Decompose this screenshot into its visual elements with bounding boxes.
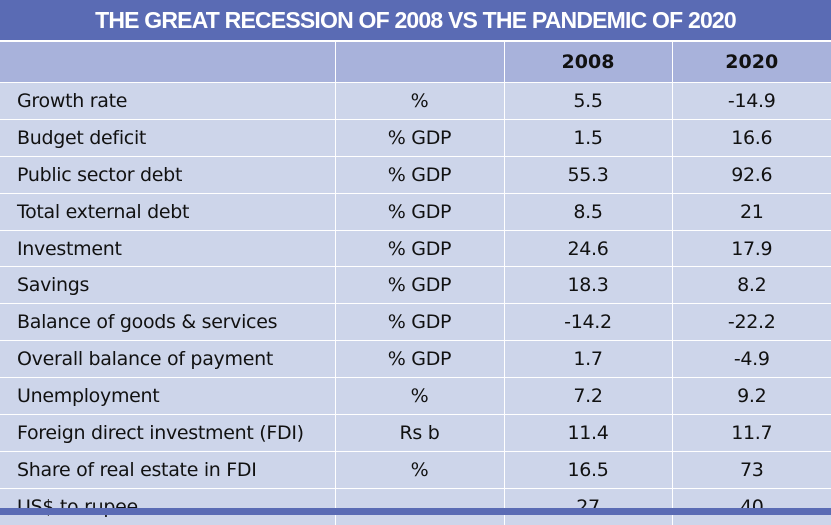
row-unit: % GDP bbox=[334, 266, 504, 304]
row-value-2020: -14.9 bbox=[671, 82, 831, 120]
table-row: Growth rate % 5.5 -14.9 bbox=[0, 82, 831, 120]
row-unit: % GDP bbox=[334, 193, 504, 231]
table-row: US$ to rupee 27 40 bbox=[0, 488, 831, 525]
row-value-2020: 92.6 bbox=[671, 156, 831, 194]
table-row: Public sector debt % GDP 55.3 92.6 bbox=[0, 156, 831, 194]
row-indicator: Total external debt bbox=[17, 200, 190, 223]
table-row: Total external debt % GDP 8.5 21 bbox=[0, 193, 831, 231]
table-row: Savings % GDP 18.3 8.2 bbox=[0, 266, 831, 304]
row-value-2008: 1.7 bbox=[503, 340, 672, 378]
row-value-2020: 9.2 bbox=[671, 377, 831, 415]
row-indicator: US$ to rupee bbox=[17, 495, 138, 518]
row-indicator: Overall balance of payment bbox=[17, 348, 273, 371]
row-value-2020: 16.6 bbox=[671, 119, 831, 157]
row-indicator: Unemployment bbox=[17, 385, 160, 408]
row-unit: % bbox=[334, 82, 504, 120]
row-value-2020: 21 bbox=[671, 193, 831, 231]
row-value-2008: 8.5 bbox=[503, 193, 672, 231]
row-unit: % GDP bbox=[334, 303, 504, 341]
row-value-2008: 18.3 bbox=[503, 266, 672, 304]
header-row: 2008 2020 bbox=[0, 42, 831, 83]
header-year-2020: 2020 bbox=[671, 42, 831, 83]
header-year-2008: 2008 bbox=[503, 42, 672, 83]
row-unit: % bbox=[334, 377, 504, 415]
header-indicator bbox=[0, 42, 335, 83]
row-value-2008: 7.2 bbox=[503, 377, 672, 415]
row-value-2020: 17.9 bbox=[671, 230, 831, 267]
table-row: Investment % GDP 24.6 17.9 bbox=[0, 230, 831, 267]
row-value-2008: 27 bbox=[503, 488, 672, 525]
row-value-2008: 1.5 bbox=[503, 119, 672, 157]
row-indicator: Public sector debt bbox=[17, 163, 183, 186]
row-value-2020: 8.2 bbox=[671, 266, 831, 304]
row-indicator: Share of real estate in FDI bbox=[17, 458, 257, 481]
bottom-bar bbox=[0, 508, 831, 515]
row-unit: Rs b bbox=[334, 414, 504, 452]
row-unit: % GDP bbox=[334, 230, 504, 267]
row-value-2008: 11.4 bbox=[503, 414, 672, 452]
row-unit: % bbox=[334, 451, 504, 489]
row-unit bbox=[334, 488, 504, 525]
row-indicator: Investment bbox=[17, 237, 122, 260]
header-unit bbox=[334, 42, 504, 83]
row-unit: % GDP bbox=[334, 340, 504, 378]
row-value-2020: -4.9 bbox=[671, 340, 831, 378]
row-value-2008: 5.5 bbox=[503, 82, 672, 120]
row-unit: % GDP bbox=[334, 119, 504, 157]
table-row: Budget deficit % GDP 1.5 16.6 bbox=[0, 119, 831, 157]
data-table: 2008 2020 Growth rate % 5.5 -14.9 Budget… bbox=[0, 42, 831, 525]
table-title: THE GREAT RECESSION OF 2008 VS THE PANDE… bbox=[0, 0, 831, 42]
table-row: Unemployment % 7.2 9.2 bbox=[0, 377, 831, 415]
row-value-2008: -14.2 bbox=[503, 303, 672, 341]
row-value-2020: -22.2 bbox=[671, 303, 831, 341]
table-row: Overall balance of payment % GDP 1.7 -4.… bbox=[0, 340, 831, 378]
row-indicator: Balance of goods & services bbox=[17, 311, 278, 334]
row-value-2008: 16.5 bbox=[503, 451, 672, 489]
row-indicator: Budget deficit bbox=[17, 126, 147, 149]
table-row: Foreign direct investment (FDI) Rs b 11.… bbox=[0, 414, 831, 452]
row-value-2008: 55.3 bbox=[503, 156, 672, 194]
row-indicator: Growth rate bbox=[17, 89, 128, 112]
row-value-2008: 24.6 bbox=[503, 230, 672, 267]
table-row: Balance of goods & services % GDP -14.2 … bbox=[0, 303, 831, 341]
table-row: Share of real estate in FDI % 16.5 73 bbox=[0, 451, 831, 489]
row-unit: % GDP bbox=[334, 156, 504, 194]
row-value-2020: 73 bbox=[671, 451, 831, 489]
row-value-2020: 11.7 bbox=[671, 414, 831, 452]
row-indicator: Savings bbox=[17, 274, 90, 297]
row-indicator: Foreign direct investment (FDI) bbox=[17, 421, 304, 444]
row-value-2020: 40 bbox=[671, 488, 831, 525]
